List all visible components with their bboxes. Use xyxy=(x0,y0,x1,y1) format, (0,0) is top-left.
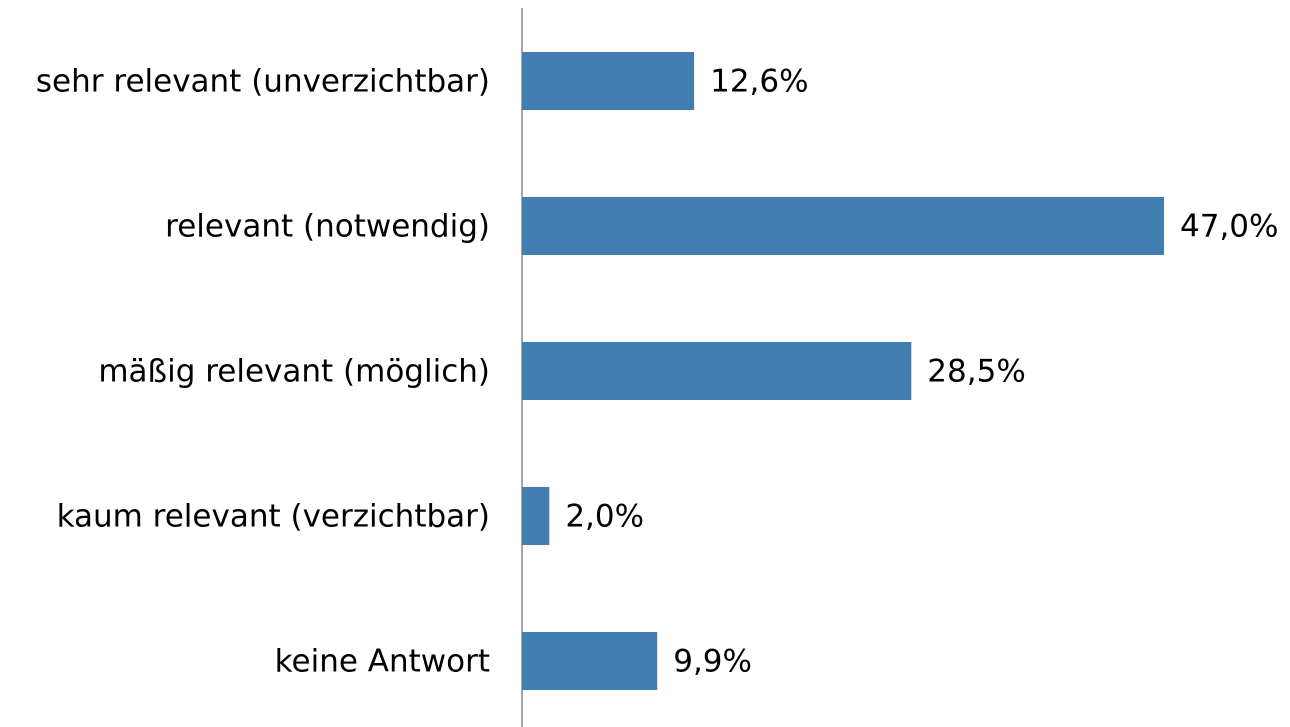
bar xyxy=(522,197,1164,255)
bar xyxy=(522,487,550,545)
value-label: 12,6% xyxy=(710,64,808,100)
bar xyxy=(522,52,695,110)
category-label: mäßig relevant (möglich) xyxy=(98,354,490,390)
bar xyxy=(522,342,912,400)
category-label: kaum relevant (verzichtbar) xyxy=(57,499,490,535)
value-label: 9,9% xyxy=(673,644,752,680)
value-label: 28,5% xyxy=(927,354,1025,390)
category-label: relevant (notwendig) xyxy=(165,209,490,245)
value-label: 47,0% xyxy=(1180,209,1278,245)
category-label: sehr relevant (unverzichtbar) xyxy=(36,64,490,100)
value-label: 2,0% xyxy=(565,499,644,535)
category-label: keine Antwort xyxy=(275,644,490,680)
bar xyxy=(522,632,658,690)
